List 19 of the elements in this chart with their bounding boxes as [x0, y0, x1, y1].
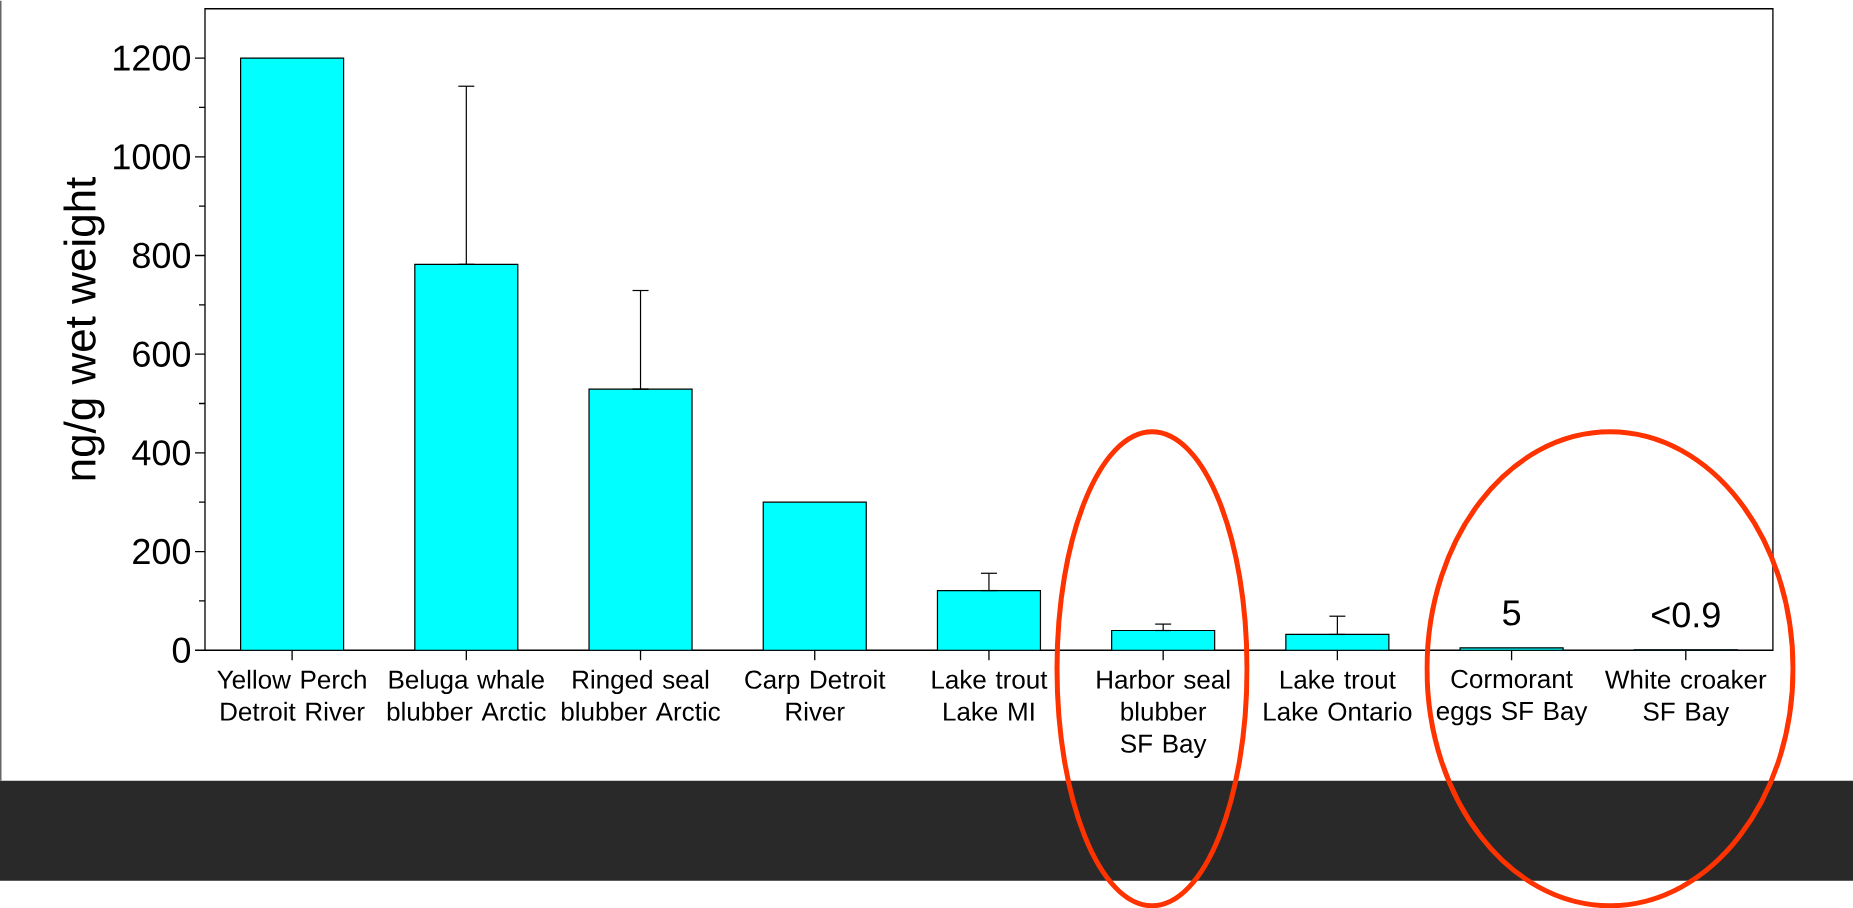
y-tick-label: 0 [172, 637, 191, 663]
y-tick-label: 1200 [114, 45, 191, 71]
y-tick-label: 600 [133, 341, 191, 367]
x-tick-label: Lake trout Lake MI [932, 669, 1048, 721]
x-tick-label: Harbor seal blubber SF Bay [1097, 669, 1230, 758]
x-tick-label: Carp Detroit River [745, 669, 886, 721]
y-tick-label: 1000 [114, 143, 191, 170]
y-tick-label: 400 [132, 440, 191, 466]
x-tick-label: White croaker SF Bay [1604, 669, 1767, 726]
x-tick-label: Beluga whale blubber Arctic [387, 669, 546, 721]
y-tick-label: 800 [132, 242, 191, 269]
data-label: <0.9 [1652, 602, 1720, 628]
data-label: 5 [1503, 600, 1521, 626]
y-axis-title: ng/g wet weight [63, 176, 105, 480]
y-tick-label: 200 [133, 538, 191, 565]
x-tick-label: Ringed seal blubber Arctic [562, 669, 721, 721]
x-tick-label: Yellow Perch Detroit River [217, 669, 366, 721]
x-tick-label: Lake trout Lake Ontario [1264, 669, 1412, 721]
x-tick-label: Cormorant eggs SF Bay [1436, 669, 1588, 726]
